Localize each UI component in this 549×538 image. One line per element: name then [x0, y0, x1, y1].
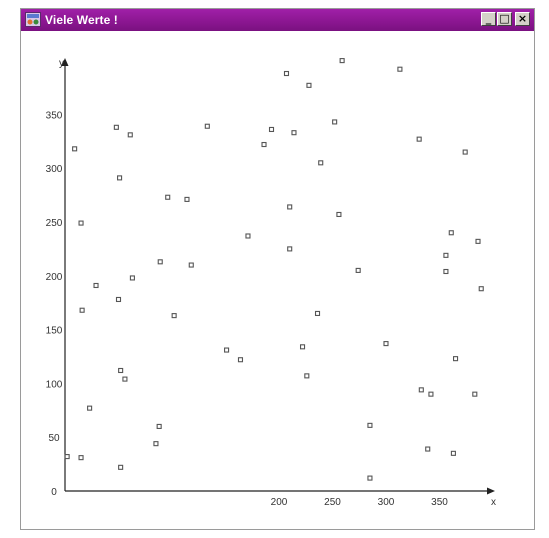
data-point — [425, 446, 431, 452]
data-point — [416, 136, 422, 142]
y-tick-label: 250 — [46, 218, 63, 229]
x-tick-label: 350 — [431, 497, 448, 508]
data-point — [383, 341, 389, 347]
data-points — [64, 58, 484, 481]
data-point — [153, 441, 159, 447]
maximize-button[interactable]: □ — [497, 12, 512, 26]
scatter-plot: y x 0 50 100 150 200 250 300 350 200 250 300 350 — [46, 58, 496, 508]
data-point — [475, 238, 481, 244]
x-axis-arrow-icon — [487, 487, 495, 495]
data-point — [418, 387, 424, 393]
data-point — [318, 160, 324, 166]
maximize-icon: □ — [499, 12, 510, 25]
data-point — [478, 286, 484, 292]
data-point — [367, 475, 373, 481]
data-point — [304, 373, 310, 379]
data-point — [283, 70, 290, 77]
y-tick-label: 150 — [46, 326, 63, 337]
minimize-button[interactable]: _ — [481, 12, 496, 26]
x-tick-label: 200 — [271, 497, 288, 508]
data-point — [332, 119, 338, 125]
data-point — [122, 376, 128, 382]
data-point — [117, 175, 123, 181]
data-point — [157, 259, 163, 265]
y-tick-label: 350 — [46, 110, 63, 121]
data-point — [237, 357, 244, 363]
data-point — [184, 196, 190, 202]
data-point — [428, 391, 434, 397]
data-point — [397, 66, 403, 72]
data-point — [224, 347, 230, 353]
data-point — [156, 423, 162, 429]
data-point — [78, 220, 84, 226]
data-point — [336, 211, 342, 218]
data-point — [72, 146, 78, 152]
data-point — [299, 344, 306, 350]
data-point — [118, 464, 124, 470]
data-point — [367, 422, 373, 428]
y-tick-label: 100 — [46, 379, 63, 390]
data-point — [261, 141, 267, 148]
y-tick-label: 200 — [46, 272, 63, 283]
data-point — [113, 124, 119, 130]
app-window: Viele Werte ! _ □ × y x 0 50 100 150 200 250 300… — [20, 8, 535, 530]
y-axis-label: y — [59, 58, 64, 69]
minimize-icon: _ — [485, 12, 492, 25]
data-point — [448, 230, 454, 236]
data-point — [64, 454, 70, 460]
java-app-icon[interactable] — [25, 12, 41, 27]
y-tick-label: 50 — [48, 433, 60, 444]
y-tick-label: 300 — [46, 164, 63, 175]
data-point — [339, 58, 345, 64]
data-point — [79, 307, 85, 313]
data-point — [245, 233, 251, 239]
data-point — [287, 204, 293, 210]
data-point — [306, 82, 312, 88]
data-point — [472, 391, 478, 397]
data-point — [115, 296, 122, 303]
data-point — [314, 310, 321, 317]
data-point — [287, 246, 293, 252]
data-point — [165, 194, 171, 200]
data-point — [452, 356, 459, 362]
data-point — [291, 130, 297, 136]
data-point — [118, 367, 124, 374]
title-bar[interactable]: Viele Werte ! _ □ × — [21, 9, 534, 31]
data-point — [87, 405, 93, 411]
data-point — [268, 126, 275, 133]
x-axis-label: x — [491, 497, 496, 508]
y-tick-label: 0 — [51, 487, 57, 498]
data-point — [93, 282, 99, 289]
data-point — [450, 450, 456, 456]
close-icon: × — [517, 12, 528, 25]
data-point — [443, 252, 449, 258]
data-point — [355, 267, 361, 273]
tick-labels: y x 0 50 100 150 200 250 300 350 200 250 300 350 — [46, 58, 496, 508]
data-point — [129, 275, 135, 281]
window-title: Viele Werte ! — [45, 13, 118, 27]
data-point — [188, 262, 194, 268]
axes — [61, 58, 495, 495]
y-axis-arrow-icon — [61, 58, 69, 66]
close-button[interactable]: × — [515, 12, 530, 26]
data-point — [171, 313, 177, 319]
data-point — [78, 455, 84, 461]
data-point — [127, 132, 133, 138]
x-tick-label: 300 — [378, 497, 395, 508]
data-point — [462, 149, 468, 155]
data-point — [204, 123, 210, 129]
x-tick-label: 250 — [324, 497, 341, 508]
data-point — [443, 268, 449, 275]
